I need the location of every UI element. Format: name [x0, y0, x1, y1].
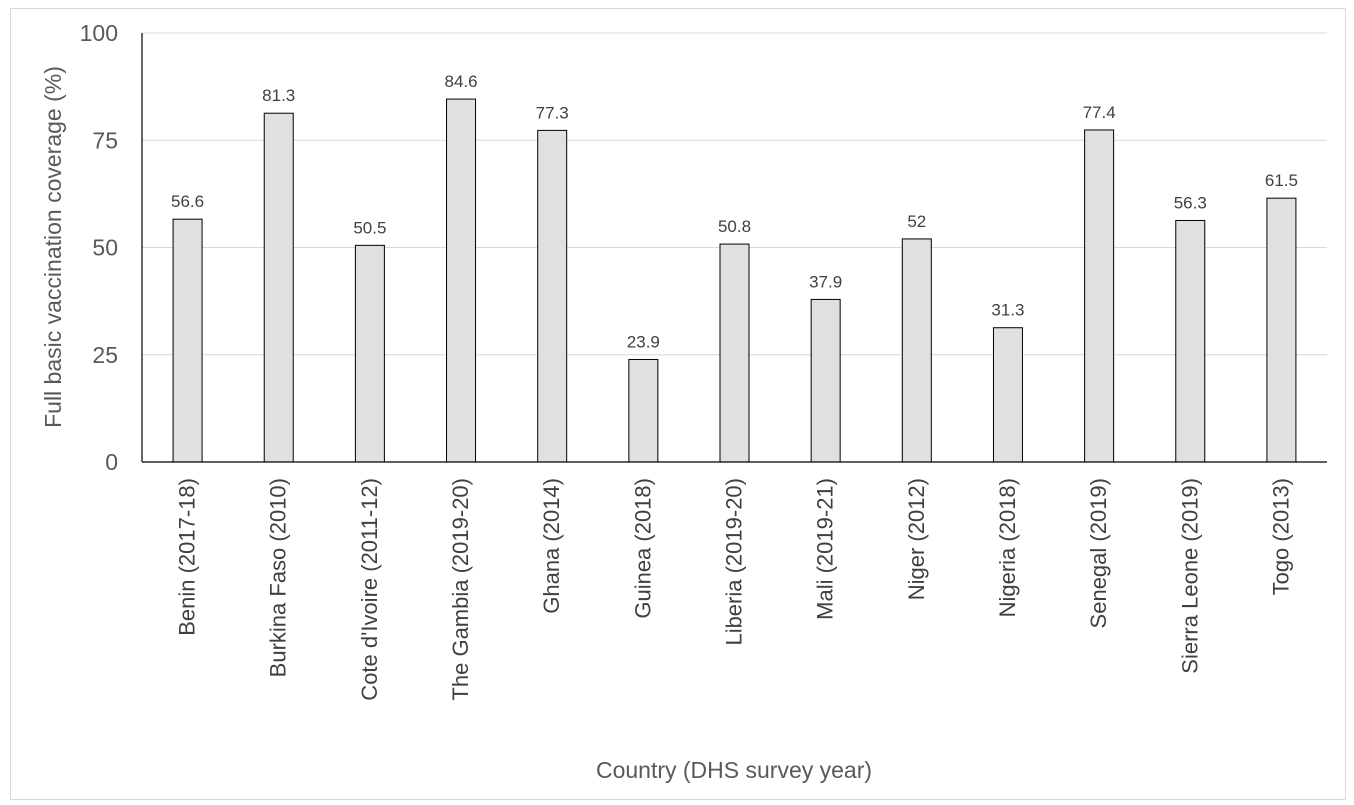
bar	[354, 244, 385, 463]
bar	[446, 98, 477, 463]
bar	[719, 243, 750, 463]
data-label: 56.3	[1174, 193, 1207, 212]
x-tick-label: Mali (2019-21)	[813, 478, 838, 620]
bar	[1175, 219, 1206, 463]
bar	[1084, 129, 1115, 463]
y-tick-label: 100	[80, 20, 118, 46]
bar	[172, 218, 203, 463]
y-tick-labels: 0 25 50 75 100	[80, 20, 118, 475]
data-label: 56.6	[171, 192, 204, 211]
y-tick-label: 50	[92, 235, 118, 261]
data-label: 61.5	[1265, 171, 1298, 190]
y-axis-title: Full basic vaccination coverage (%)	[40, 66, 66, 428]
bar	[901, 238, 932, 463]
data-label: 77.3	[536, 103, 569, 122]
bars	[172, 98, 1297, 463]
x-tick-label: Guinea (2018)	[630, 478, 655, 619]
bar	[992, 327, 1023, 463]
x-tick-label: Niger (2012)	[904, 478, 929, 600]
bar	[810, 298, 841, 463]
bar	[263, 112, 294, 463]
data-labels: 56.6 81.3 50.5 84.6 77.3 23.9 50.8 37.9 52 31.3 77…	[171, 72, 1298, 351]
x-tick-label: Cote d'Ivoire (2011-12)	[357, 478, 382, 701]
x-tick-label: Burkina Faso (2010)	[266, 478, 291, 677]
data-label: 50.5	[353, 218, 386, 237]
x-tick-label: Liberia (2019-20)	[722, 478, 747, 646]
y-tick-label: 25	[92, 342, 118, 368]
data-label: 77.4	[1083, 103, 1116, 122]
x-tick-labels: Benin (2017-18) Burkina Faso (2010) Cote d…	[175, 478, 1294, 701]
data-label: 37.9	[809, 272, 842, 291]
y-tick-label: 0	[105, 449, 118, 475]
data-label: 31.3	[991, 301, 1024, 320]
data-label: 23.9	[627, 332, 660, 351]
x-tick-label: Senegal (2019)	[1086, 478, 1111, 628]
x-axis-title: Country (DHS survey year)	[596, 757, 872, 783]
data-label: 81.3	[262, 86, 295, 105]
x-tick-label: Togo (2013)	[1268, 478, 1293, 595]
data-label: 52	[907, 212, 926, 231]
x-tick-label: Ghana (2014)	[539, 478, 564, 614]
data-label: 50.8	[718, 217, 751, 236]
x-tick-label: The Gambia (2019-20)	[448, 478, 473, 701]
axes	[141, 33, 1327, 463]
bar	[1266, 197, 1297, 463]
x-tick-label: Sierra Leone (2019)	[1177, 478, 1202, 674]
x-tick-label: Nigeria (2018)	[995, 478, 1020, 617]
x-tick-label: Benin (2017-18)	[175, 478, 200, 636]
bar	[628, 358, 659, 463]
data-label: 84.6	[444, 72, 477, 91]
bar	[537, 129, 568, 463]
y-tick-label: 75	[92, 127, 118, 153]
